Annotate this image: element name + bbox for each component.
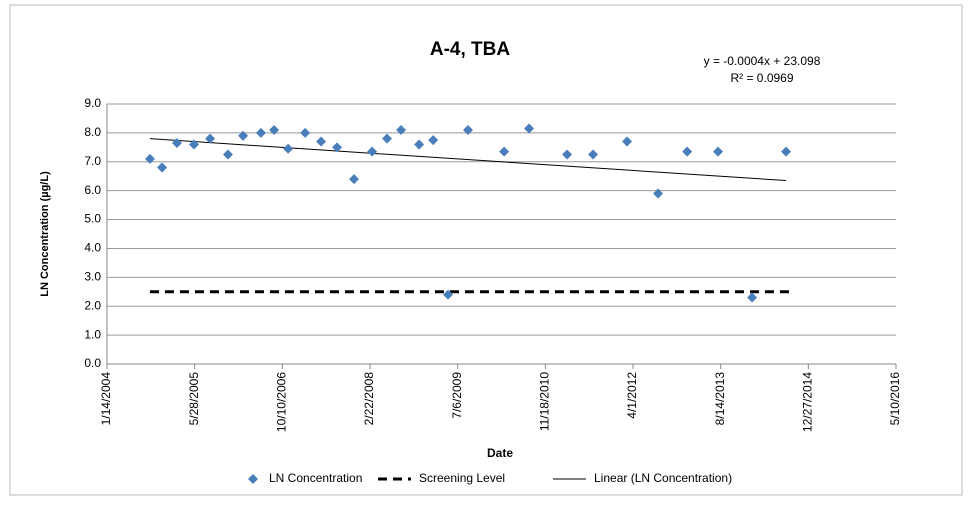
data-point	[443, 289, 454, 300]
y-tick-label: 9.0	[84, 96, 101, 110]
data-point	[316, 136, 327, 147]
data-point	[332, 142, 343, 153]
data-point	[382, 133, 393, 144]
data-point	[157, 162, 168, 173]
data-point	[524, 123, 535, 134]
legend-marker	[248, 474, 258, 484]
y-tick-label: 6.0	[84, 183, 101, 197]
legend-label: Linear (LN Concentration)	[594, 471, 732, 485]
x-tick-label: 5/10/2016	[888, 372, 902, 426]
data-point	[171, 138, 182, 148]
x-tick-label: 7/6/2009	[450, 372, 464, 419]
data-point	[144, 153, 155, 164]
data-point	[653, 188, 664, 199]
y-tick-label: 5.0	[84, 212, 101, 226]
data-point	[414, 139, 425, 150]
data-point	[222, 149, 233, 160]
y-tick-label: 3.0	[84, 270, 101, 284]
data-point	[255, 127, 266, 138]
data-point	[713, 146, 724, 157]
data-point	[682, 146, 693, 157]
chart-border	[9, 4, 963, 496]
legend-label: Screening Level	[419, 471, 505, 485]
data-point	[238, 130, 249, 141]
data-point	[349, 174, 360, 185]
data-point	[300, 127, 311, 138]
x-tick-label: 1/14/2004	[99, 372, 113, 426]
data-point	[562, 149, 573, 160]
x-tick-label: 11/18/2010	[538, 372, 552, 431]
x-axis-label: Date	[487, 446, 513, 460]
data-point	[781, 146, 792, 157]
y-tick-label: 2.0	[84, 298, 101, 312]
data-point	[499, 146, 510, 157]
legend-label: LN Concentration	[269, 471, 362, 485]
data-point	[269, 125, 280, 135]
x-tick-label: 2/22/2008	[362, 372, 376, 426]
data-point	[396, 125, 407, 135]
x-tick-label: 10/10/2006	[275, 372, 289, 432]
data-point	[188, 139, 199, 150]
annotation: y = -0.0004x + 23.098	[704, 54, 821, 68]
data-point	[367, 146, 378, 157]
y-tick-label: 7.0	[84, 154, 101, 168]
x-tick-label: 8/14/2013	[713, 372, 727, 426]
data-point	[205, 133, 216, 144]
data-point	[463, 125, 474, 135]
data-point	[283, 143, 294, 154]
data-point	[588, 149, 599, 160]
y-tick-label: 1.0	[84, 327, 101, 341]
y-axis-label: LN Concentration (µg/L)	[39, 171, 51, 297]
y-tick-label: 8.0	[84, 125, 101, 139]
chart-title: A-4, TBA	[430, 39, 511, 60]
x-tick-label: 12/27/2014	[801, 372, 815, 432]
y-tick-label: 0.0	[84, 356, 101, 370]
data-point	[747, 292, 758, 303]
data-point	[622, 136, 633, 147]
x-tick-label: 5/28/2005	[187, 372, 201, 426]
y-tick-label: 4.0	[84, 241, 101, 255]
trend-line	[149, 138, 787, 182]
annotation: R² = 0.0969	[730, 71, 793, 85]
data-point	[428, 135, 439, 146]
x-tick-label: 4/1/2012	[625, 372, 639, 419]
